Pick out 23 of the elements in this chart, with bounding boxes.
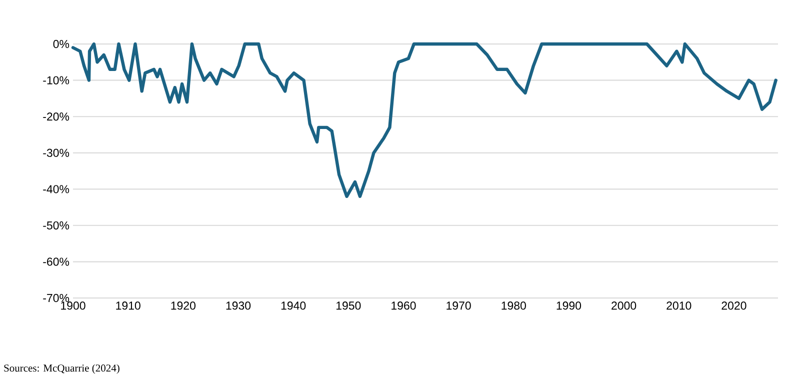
y-tick-label: -40% [43,185,70,194]
y-tick-label: -10% [43,76,70,84]
x-tick-label: 1960 [392,302,416,310]
x-tick-label: 1940 [281,302,306,310]
x-tick-label: 2000 [612,302,636,310]
x-tick-label: 1920 [171,302,196,310]
x-tick-label: 1970 [446,302,471,310]
y-tick-label: -50% [43,221,70,230]
source-note: Sources: McQuarrie (2024) [4,364,120,374]
x-tick-label: 1950 [336,302,361,310]
x-tick-label: 1980 [502,302,526,310]
x-tick-label: 2010 [666,302,692,310]
y-tick-label: 0% [53,40,70,48]
x-tick-label: 1930 [226,302,251,310]
x-tick-label: 1990 [556,302,582,310]
x-tick-label: 1900 [61,302,86,310]
y-tick-label: -70% [43,294,70,302]
y-tick-label: -20% [43,112,70,121]
y-tick-label: -30% [43,148,70,157]
line-series [71,42,778,198]
x-tick-label: 1910 [116,302,140,310]
y-tick-label: -60% [43,258,70,266]
x-tick-label: 2020 [722,302,746,310]
